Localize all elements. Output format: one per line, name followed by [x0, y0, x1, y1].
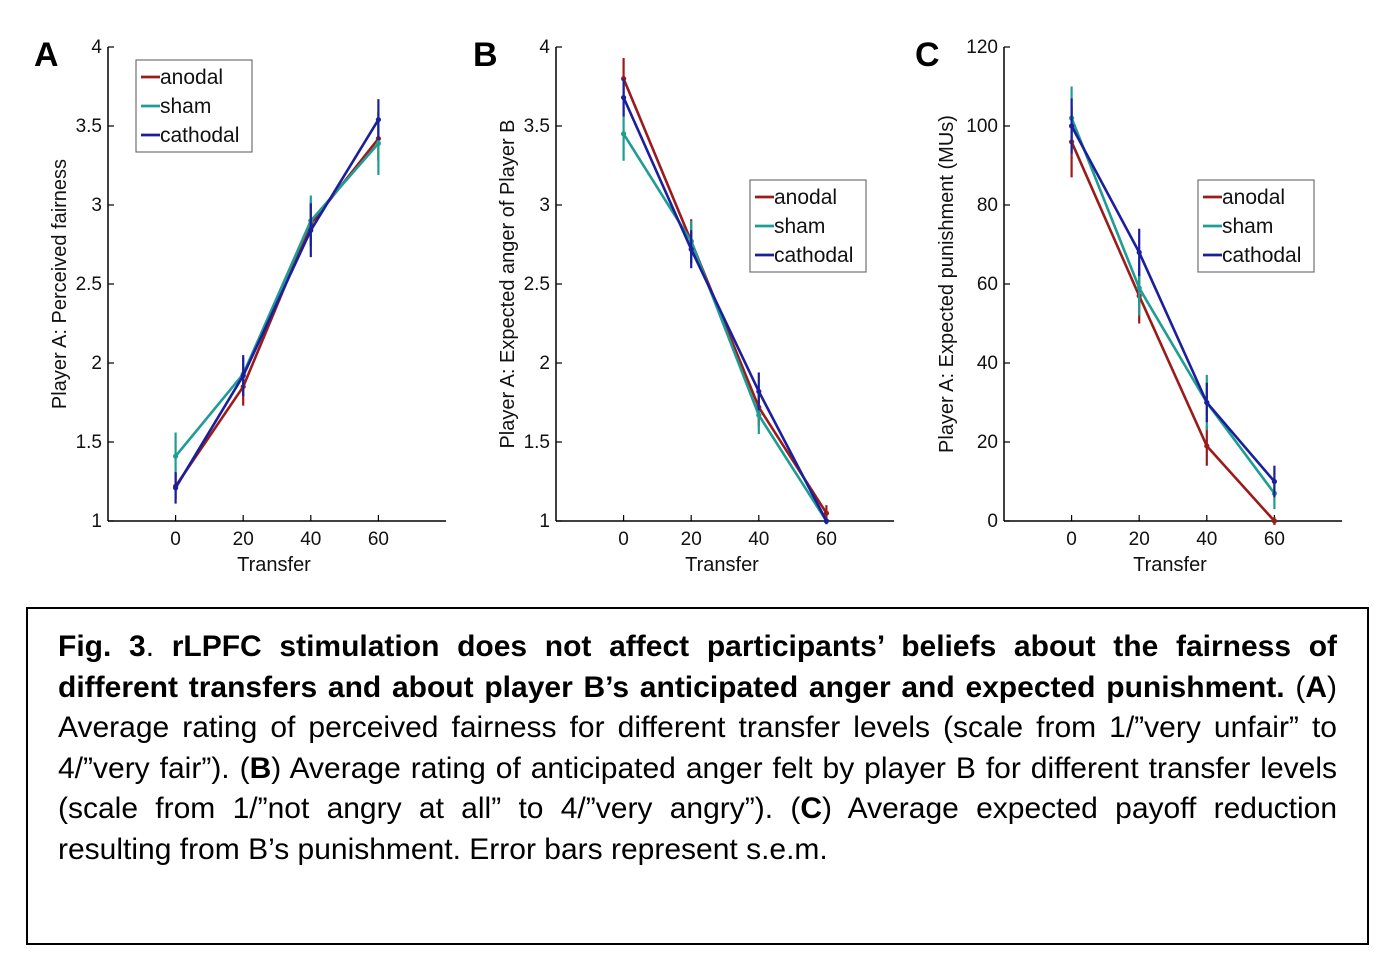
y-tick-label: 20 [977, 432, 998, 453]
caption-separator: . [145, 630, 172, 663]
legend-label-anodal: anodal [1222, 186, 1285, 209]
data-point-anodal [823, 510, 830, 516]
legend-label-sham: sham [160, 95, 211, 118]
x-axis-label: Transfer [1133, 554, 1207, 576]
panel-letter: B [473, 36, 498, 74]
x-tick-label: 60 [1264, 529, 1285, 550]
panel-c-chart: 0 20 40 60 80 100 120 0 20 40 60 Transfer Player A: … [915, 36, 1342, 576]
x-tick-label: 40 [1196, 529, 1217, 550]
y-tick-label: 0 [987, 511, 998, 532]
caption-panel-a: A [1305, 670, 1328, 704]
series-line-cathodal [622, 97, 828, 522]
y-tick-label: 60 [977, 274, 998, 295]
y-tick-label: 1 [91, 511, 102, 532]
data-point-sham [756, 412, 762, 418]
series-line-sham [622, 133, 828, 522]
y-tick-label: 4 [539, 37, 550, 58]
data-point-cathodal [1204, 399, 1210, 406]
data-point-cathodal [1136, 249, 1142, 255]
data-point-cathodal [1069, 123, 1075, 129]
legend-label-anodal: anodal [160, 66, 223, 89]
caption-panel-b: B [249, 751, 272, 785]
data-point-cathodal [308, 227, 314, 233]
y-tick-label: 1.5 [524, 432, 550, 453]
x-axis-label: Transfer [237, 554, 311, 576]
x-tick-label: 0 [170, 529, 181, 550]
series-line-sham [174, 142, 380, 458]
y-tick-label: 1 [539, 511, 550, 532]
y-tick-label: 2 [539, 353, 550, 374]
caption-text-a: ) Average rating of perceived fairness f… [58, 670, 1338, 785]
data-point-cathodal [688, 246, 694, 252]
series-line-anodal [1070, 141, 1276, 522]
y-tick-label: 2 [91, 353, 102, 374]
y-axis-label: Player A: Perceived fairness [49, 159, 71, 409]
legend-label-anodal: anodal [774, 186, 837, 209]
x-tick-label: 20 [233, 529, 254, 550]
x-tick-label: 40 [748, 529, 769, 550]
legend-label-cathodal: cathodal [160, 124, 239, 147]
data-point-cathodal [621, 94, 627, 101]
data-point-sham [621, 131, 627, 137]
data-point-sham [173, 453, 179, 459]
caption-text-c: ) Average expected payoff reduction resu… [58, 792, 1337, 866]
y-axis-label: Player A: Expected punishment (MUs) [936, 115, 958, 453]
data-point-sham [375, 140, 381, 146]
data-point-cathodal [1271, 478, 1277, 485]
x-tick-label: 20 [681, 529, 702, 550]
series-line-sham [1070, 117, 1276, 495]
legend-label-sham: sham [1222, 215, 1273, 238]
caption-text-b: ) Average rating of anticipated anger fe… [58, 751, 1337, 826]
caption-title: rLPFC stimulation does not affect partic… [58, 630, 1338, 704]
data-point-cathodal [240, 373, 246, 379]
series-line-anodal [622, 78, 828, 514]
legend-label-cathodal: cathodal [774, 244, 853, 267]
caption-fig-label: Fig. 3 [58, 630, 146, 663]
x-tick-label: 20 [1129, 529, 1150, 550]
x-tick-label: 40 [300, 529, 321, 550]
legend-label-sham: sham [774, 215, 825, 238]
x-axis-label: Transfer [685, 554, 759, 576]
y-tick-label: 40 [977, 353, 998, 374]
y-tick-label: 3 [539, 195, 550, 216]
data-point-cathodal [823, 518, 830, 524]
panel-letter: A [34, 36, 59, 74]
figure-caption: Fig. 3. rLPFC stimulation does not affec… [26, 607, 1369, 945]
legend-label-cathodal: cathodal [1222, 244, 1301, 267]
caption-open-a: ( [1284, 670, 1306, 704]
series-line-cathodal [1070, 125, 1276, 483]
data-point-cathodal [756, 388, 762, 395]
y-tick-label: 2.5 [524, 274, 550, 295]
x-tick-label: 0 [1066, 529, 1077, 550]
caption-panel-c: C [800, 792, 823, 825]
y-tick-label: 1.5 [76, 432, 102, 453]
y-tick-label: 4 [91, 37, 102, 58]
panel-letter: C [915, 36, 940, 74]
data-point-cathodal [173, 485, 179, 491]
x-tick-label: 0 [618, 529, 629, 550]
data-point-anodal [1271, 518, 1277, 524]
y-tick-label: 2.5 [76, 274, 102, 295]
series-line-cathodal [174, 119, 380, 489]
y-tick-label: 3.5 [524, 116, 550, 137]
series-line-anodal [174, 137, 380, 487]
y-tick-label: 3.5 [76, 116, 102, 137]
y-tick-label: 3 [91, 195, 102, 216]
data-point-cathodal [375, 117, 381, 123]
y-tick-label: 100 [966, 116, 998, 137]
y-tick-label: 120 [966, 37, 998, 58]
x-tick-label: 60 [816, 529, 837, 550]
data-point-anodal [1204, 443, 1210, 449]
x-tick-label: 60 [368, 529, 389, 550]
data-point-sham [1136, 285, 1142, 291]
y-axis-label: Player A: Expected anger of Player B [497, 119, 519, 448]
y-tick-label: 80 [977, 195, 998, 216]
